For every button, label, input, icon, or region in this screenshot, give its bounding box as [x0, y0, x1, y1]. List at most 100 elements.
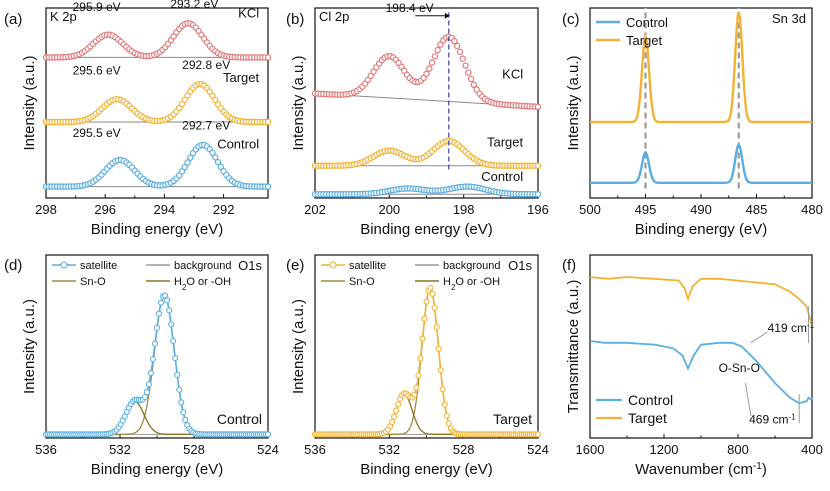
- corner-label: O1s: [238, 258, 262, 273]
- legend-label: background: [174, 260, 232, 272]
- panel-label: (e): [286, 257, 304, 274]
- data-point: [212, 96, 219, 104]
- data-point: [170, 337, 177, 344]
- data-point: [465, 69, 472, 76]
- corner-label: Cl 2p: [319, 9, 349, 24]
- data-point: [434, 46, 441, 54]
- legend-label: H2O or -OH: [174, 276, 231, 292]
- panel-b: 202 200 198 196 Binding energy (eV) Intensity…: [286, 1, 549, 238]
- x-axis-label: Binding energy (eV): [635, 221, 768, 238]
- panel-e: 536 532 528 524 Binding energy (eV) Intensity…: [286, 254, 549, 478]
- data-point: [217, 163, 225, 171]
- legend-label: Target: [628, 410, 667, 426]
- data-point: [147, 370, 154, 377]
- data-point: [168, 321, 175, 328]
- x-axis-label: Binding energy (eV): [91, 461, 224, 478]
- legend-label: satellite: [349, 260, 386, 272]
- data-point: [428, 59, 436, 66]
- legend-label: Control: [626, 15, 668, 30]
- data-point: [155, 310, 163, 317]
- data-point: [437, 41, 444, 48]
- series-line: [590, 11, 812, 124]
- x-tick-label: 490: [690, 202, 712, 217]
- series-label: Target: [487, 135, 524, 150]
- legend: Control Target: [596, 392, 673, 426]
- data-point: [264, 431, 272, 438]
- x-tick-label: 500: [579, 202, 601, 217]
- data-point: [209, 92, 216, 99]
- panel-f: 1600 1200 800 400 Wavenumber (cm-1) Transmitt…: [562, 254, 823, 479]
- legend-label: satellite: [80, 260, 117, 272]
- data-point: [429, 290, 436, 297]
- data-point: [367, 72, 374, 80]
- peak-annotation: 419 cm-1: [768, 320, 815, 335]
- legend: satellite background Sn-O H2O or -OH: [321, 260, 501, 292]
- data-point: [534, 431, 542, 438]
- x-tick-label: 400: [801, 442, 823, 457]
- peak-annotation: 292.7 eV: [182, 119, 230, 133]
- data-point: [181, 163, 188, 171]
- peak-annotation: 293.2 eV: [170, 0, 218, 11]
- data-point: [453, 42, 461, 50]
- data-point: [149, 356, 157, 363]
- x-axis-label: Binding energy (eV): [360, 221, 493, 238]
- data-point: [534, 162, 542, 169]
- x-tick-label: 200: [378, 202, 400, 217]
- series-line: [590, 142, 812, 184]
- data-point: [411, 391, 418, 398]
- x-tick-label: 485: [746, 202, 768, 217]
- legend-label: Target: [626, 33, 663, 48]
- leader-line: [744, 383, 752, 417]
- legend: Control Target: [596, 15, 668, 48]
- data-point: [166, 307, 173, 314]
- data-point: [157, 299, 165, 306]
- data-point: [431, 53, 439, 60]
- corner-label: Sn 3d: [772, 11, 806, 26]
- data-point: [370, 68, 377, 75]
- data-point: [413, 384, 420, 391]
- data-point: [445, 420, 452, 427]
- legend-marker: [60, 261, 68, 269]
- legend-label: H2O or -OH: [443, 276, 500, 292]
- data-point: [214, 158, 222, 166]
- data-point: [470, 81, 478, 88]
- data-point: [393, 407, 400, 414]
- data-point: [178, 168, 186, 175]
- data-point: [433, 323, 440, 331]
- legend-label: Control: [628, 392, 673, 408]
- data-point: [467, 75, 475, 83]
- y-axis-label: Intensity (a.u.): [565, 55, 582, 150]
- data-point: [534, 103, 542, 110]
- data-point: [439, 386, 446, 393]
- data-point: [178, 100, 186, 108]
- series-label: KCl: [502, 66, 523, 81]
- data-point: [141, 394, 148, 401]
- plot-frame: [589, 7, 813, 199]
- panel-label: (c): [562, 11, 580, 28]
- x-tick-label: 1200: [650, 442, 679, 457]
- data-point: [415, 372, 422, 379]
- panel-label: (a): [4, 11, 22, 28]
- x-tick-label: 532: [109, 442, 131, 457]
- panel-a: 298 296 294 292 Binding energy (eV) Intensity…: [4, 0, 272, 238]
- data-point: [164, 297, 171, 304]
- panel-d: 536 532 528 524 Binding energy (eV) Intensity…: [4, 254, 279, 478]
- data-point: [534, 190, 542, 198]
- data-point: [417, 355, 424, 362]
- x-axis-label: Binding energy (eV): [91, 221, 224, 238]
- data-point: [431, 304, 438, 311]
- x-tick-label: 536: [304, 442, 326, 457]
- data-point: [212, 154, 219, 161]
- plot-frame: [45, 7, 269, 199]
- data-point: [459, 55, 466, 62]
- data-point: [143, 389, 150, 396]
- series-line: [589, 276, 813, 325]
- x-tick-label: 495: [635, 202, 657, 217]
- data-point: [187, 154, 194, 161]
- data-point: [388, 419, 396, 426]
- x-axis-label: Wavenumber (cm-1): [635, 461, 767, 479]
- x-tick-label: 536: [35, 442, 57, 457]
- data-point: [419, 335, 426, 342]
- series-label: Control: [217, 137, 259, 152]
